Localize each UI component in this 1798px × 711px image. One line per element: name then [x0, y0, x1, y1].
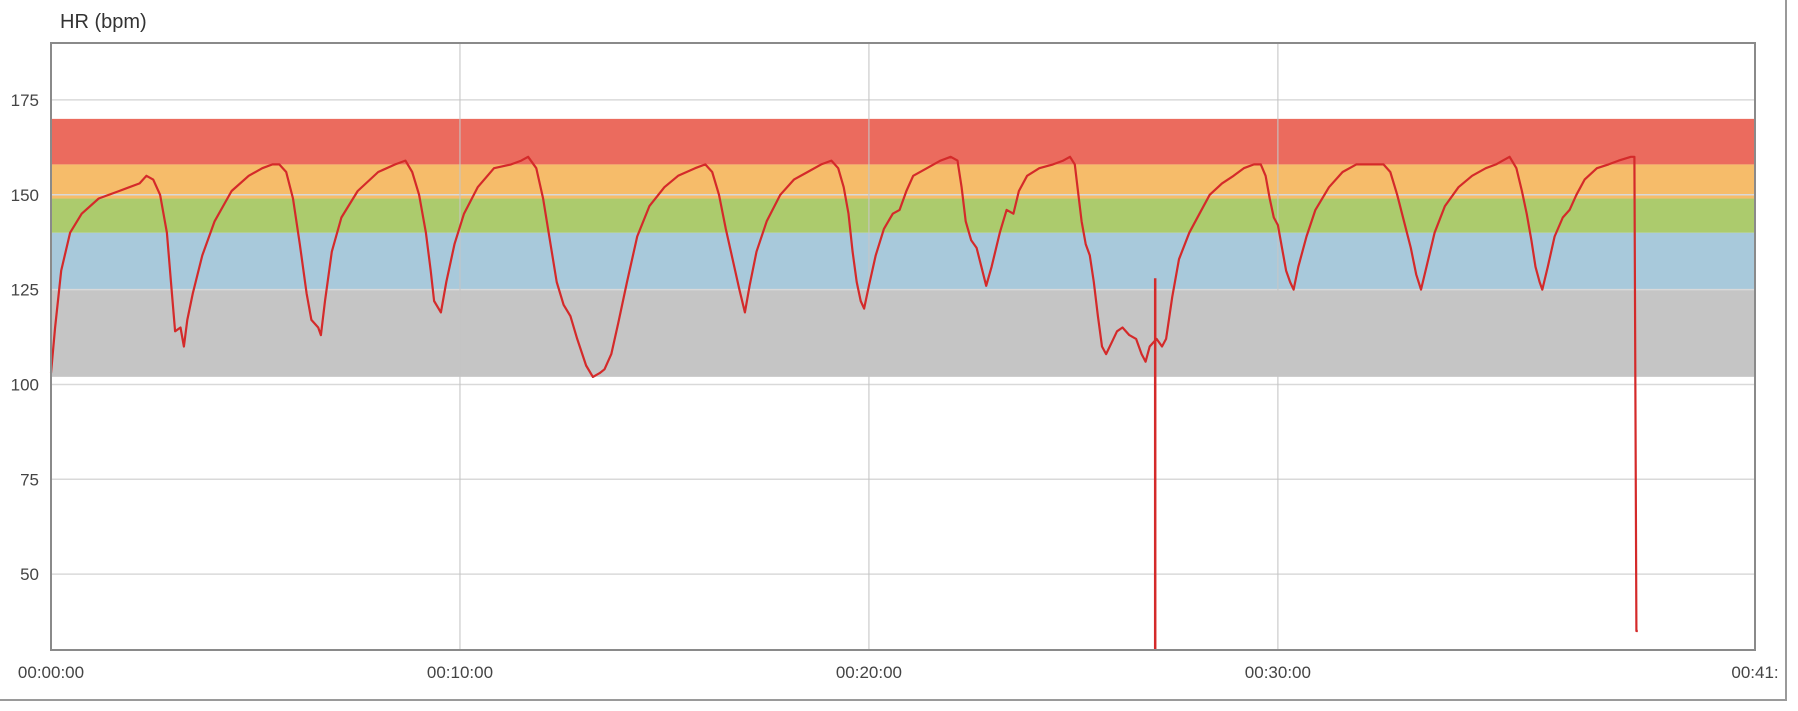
x-tick-label: 00:20:00 — [836, 663, 902, 682]
x-tick-label: 00:41: — [1731, 663, 1778, 682]
hr-zone-4-band — [51, 164, 1755, 199]
x-tick-label: 00:00:00 — [18, 663, 84, 682]
grid-lines — [51, 43, 1755, 650]
y-tick-label: 125 — [11, 281, 39, 300]
hr-zone-1-band — [51, 289, 1755, 377]
y-tick-label: 75 — [20, 470, 39, 489]
y-axis-ticks: 50 75 100 125 150 175 — [11, 91, 39, 584]
y-tick-label: 175 — [11, 91, 39, 110]
hr-line — [49, 155, 1638, 633]
x-tick-label: 00:10:00 — [427, 663, 493, 682]
hr-zone-3-band — [51, 198, 1755, 233]
y-tick-label: 100 — [11, 375, 39, 394]
x-tick-label: 00:30:00 — [1245, 663, 1311, 682]
y-tick-label: 50 — [20, 565, 39, 584]
y-tick-label: 150 — [11, 186, 39, 205]
hr-zone-2-band — [51, 232, 1755, 290]
x-axis-ticks: 00:00:00 00:10:00 00:20:00 00:30:00 00:41: — [18, 663, 1779, 682]
hr-zones — [51, 118, 1755, 377]
plot-border — [50, 42, 1756, 651]
y-axis-label: HR (bpm) — [60, 11, 147, 33]
hr-series — [49, 155, 1638, 650]
hr-zone-5-band — [51, 118, 1755, 165]
